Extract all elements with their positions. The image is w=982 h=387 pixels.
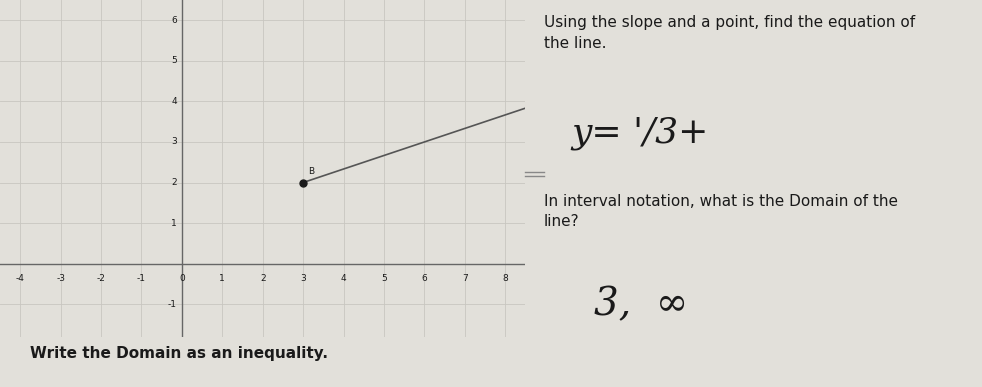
- Text: 3: 3: [300, 274, 306, 283]
- Text: Using the slope and a point, find the equation of
the line.: Using the slope and a point, find the eq…: [544, 15, 915, 51]
- Text: y= '/3+: y= '/3+: [571, 116, 708, 150]
- Text: B: B: [308, 168, 314, 176]
- Text: Write the Domain as an inequality.: Write the Domain as an inequality.: [30, 346, 328, 361]
- Text: 1: 1: [171, 219, 177, 228]
- Text: -4: -4: [16, 274, 25, 283]
- Text: -2: -2: [96, 274, 105, 283]
- Text: 1: 1: [219, 274, 225, 283]
- Text: 6: 6: [171, 16, 177, 25]
- Text: 2: 2: [260, 274, 265, 283]
- Text: 2: 2: [172, 178, 177, 187]
- Text: 3,  ∞: 3, ∞: [594, 286, 688, 324]
- Text: In interval notation, what is the Domain of the
line?: In interval notation, what is the Domain…: [544, 194, 898, 229]
- Text: 6: 6: [421, 274, 427, 283]
- Text: 0: 0: [179, 274, 185, 283]
- Text: 5: 5: [381, 274, 387, 283]
- Text: 3: 3: [171, 137, 177, 146]
- Text: -3: -3: [56, 274, 65, 283]
- Text: 4: 4: [341, 274, 347, 283]
- Text: 7: 7: [462, 274, 467, 283]
- Text: 4: 4: [172, 97, 177, 106]
- Text: -1: -1: [136, 274, 146, 283]
- Text: -1: -1: [168, 300, 177, 309]
- Text: 5: 5: [171, 57, 177, 65]
- Text: 8: 8: [502, 274, 508, 283]
